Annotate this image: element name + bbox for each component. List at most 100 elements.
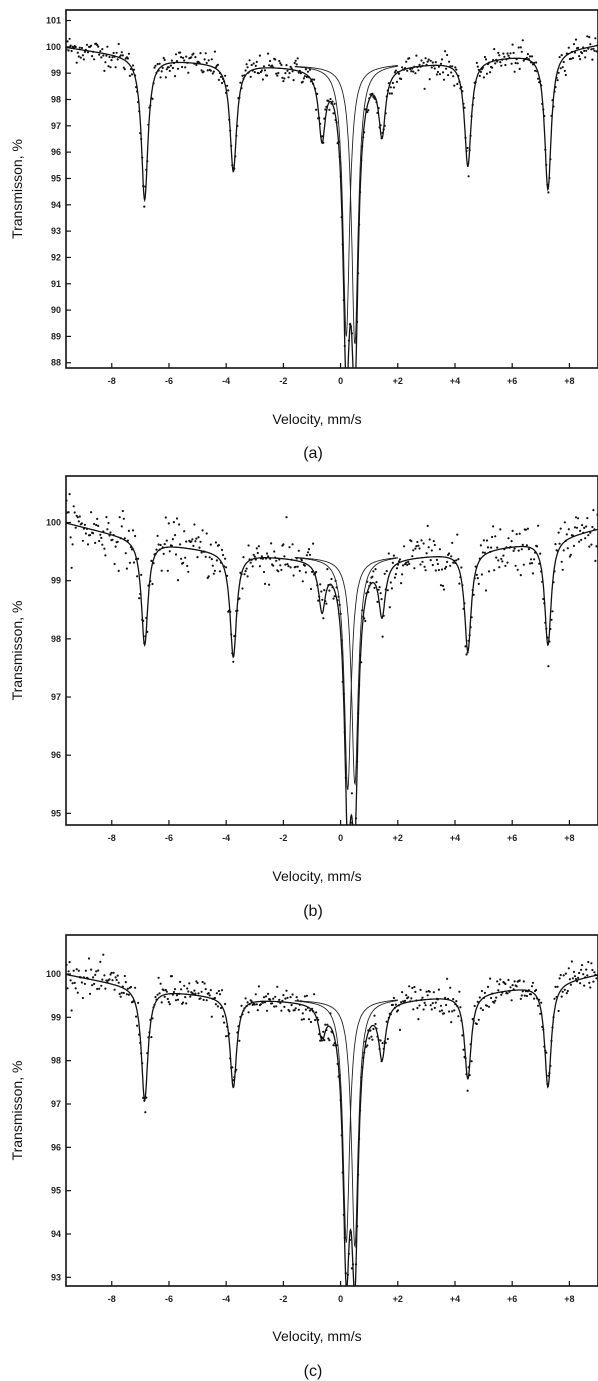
data-point-c [457,1015,460,1018]
data-point-b [306,551,310,554]
data-point-c [284,997,287,1000]
data-point-a [185,55,188,58]
data-point-a [111,56,114,59]
data-point-a [163,58,166,62]
data-point-c [95,970,98,973]
data-point-a [388,92,391,95]
data-point-c [589,986,592,989]
data-point-c [273,1005,276,1008]
data-point-a [80,46,83,50]
data-point-a [511,43,514,46]
data-point-b [200,551,203,554]
data-point-a [498,54,501,57]
data-point-b [92,532,95,535]
data-point-c [199,997,202,1000]
data-point-b [121,509,124,513]
data-point-c [586,974,589,977]
data-point-b [574,516,578,519]
data-point-a [204,52,207,55]
data-point-a [424,57,427,60]
data-point-a [199,52,202,55]
data-point-a [415,54,418,57]
data-point-b [520,548,523,551]
data-point-c [470,1060,473,1063]
data-point-b [323,589,326,592]
data-point-a [483,55,486,59]
data-point-c [506,992,509,995]
data-point-b [566,547,569,550]
data-point-b [218,570,222,573]
data-point-a [164,76,167,79]
data-point-a [526,53,530,56]
plot-frame-b [65,475,598,826]
data-point-b [103,547,106,550]
data-point-a [114,66,117,69]
data-point-c [290,1003,293,1007]
data-point-c [200,990,203,993]
data-point-c [568,978,572,981]
data-point-b [84,532,87,535]
data-point-c [115,978,118,982]
data-point-b [289,566,292,569]
data-point-b [67,511,70,514]
data-point-a [391,81,394,85]
data-point-c [518,979,521,982]
x-tick-label-a: -4 [222,376,230,386]
data-point-a [159,76,162,79]
data-point-c [332,1044,335,1047]
data-point-c [265,1009,269,1012]
data-point-c [490,996,493,1000]
data-point-c [426,994,429,997]
data-point-b [247,544,250,547]
x-tick-label-b: +8 [564,833,574,843]
data-point-c [280,1009,283,1012]
data-point-c [504,982,507,986]
data-point-b [578,540,581,543]
data-point-b [504,564,507,568]
data-point-a [244,69,247,72]
data-point-b [376,600,379,604]
data-point-c [400,1001,403,1004]
data-point-c [450,1021,453,1024]
data-point-a [436,70,439,74]
data-point-c [157,976,160,979]
data-point-c [424,1004,427,1007]
data-point-b [406,563,409,567]
data-point-a [261,78,264,81]
data-point-a [302,77,305,80]
data-point-a [535,61,538,64]
data-point-b [77,520,80,523]
data-point-b [265,552,269,555]
data-point-b [106,528,109,531]
data-point-c [537,1004,540,1007]
data-point-b [485,539,489,542]
data-point-b [249,561,252,564]
data-point-c [244,997,247,1000]
data-point-c [530,985,534,988]
data-point-b [140,573,143,577]
data-point-b [171,538,174,541]
data-point-b [378,586,381,589]
data-point-a [594,37,597,40]
data-point-b [416,540,419,544]
data-point-a [569,57,573,61]
data-point-c [184,996,187,999]
data-point-b [210,558,213,561]
data-point-c [496,980,499,983]
y-tick-label-a: 88 [51,358,61,368]
data-point-a [82,58,85,61]
data-point-c [462,1048,465,1051]
data-point-c [193,989,196,992]
data-point-b [558,542,561,545]
data-point-a [85,43,89,46]
data-point-b [113,562,116,566]
data-point-a [479,70,482,73]
data-point-b [389,581,392,584]
data-point-c [531,981,535,984]
data-point-b [273,550,276,553]
data-point-a [579,58,582,61]
data-point-b [561,568,564,571]
data-point-b [456,533,459,536]
data-point-b [286,563,289,566]
data-point-a [68,37,71,40]
